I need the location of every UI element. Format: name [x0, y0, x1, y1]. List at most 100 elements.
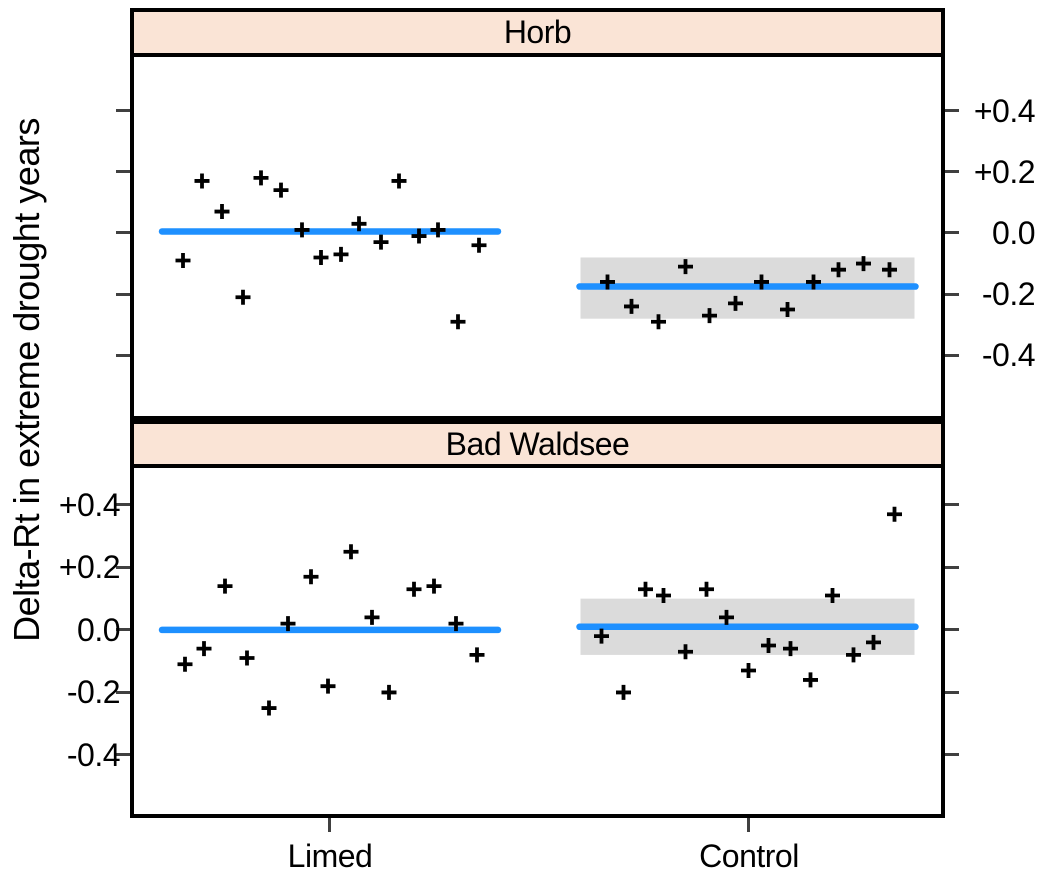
data-point-marker [856, 256, 871, 272]
data-point-marker [831, 262, 846, 278]
data-point-marker [273, 182, 289, 198]
y-tick-label: +0.2 [973, 153, 1036, 190]
y-tick-mark [116, 170, 130, 174]
data-point-marker [196, 641, 212, 657]
data-point-marker [411, 228, 427, 244]
x-tick-mark-control [747, 818, 750, 832]
data-point-marker [866, 634, 881, 650]
panel-bad-waldsee: Bad Waldsee [130, 420, 945, 818]
y-tick-mark [116, 109, 130, 113]
data-points [594, 506, 902, 700]
y-tick-mark [116, 690, 130, 694]
y-tick-mark [945, 109, 959, 113]
data-point-marker [678, 644, 693, 660]
y-tick-mark [116, 503, 130, 507]
data-point-marker [600, 274, 615, 290]
y-tick-mark [945, 503, 959, 507]
data-point-marker [320, 678, 336, 694]
data-point-marker [754, 274, 769, 290]
y-tick-label: -0.4 [981, 337, 1036, 374]
data-point-marker [373, 234, 389, 250]
panel-header-bad-waldsee: Bad Waldsee [134, 424, 941, 468]
data-point-marker [702, 308, 717, 324]
y-tick-mark [945, 690, 959, 694]
y-tick-mark [945, 231, 959, 235]
y-tick-label: -0.4 [66, 736, 121, 773]
data-point-marker [194, 173, 210, 189]
data-point-marker [450, 314, 466, 330]
data-point-marker [783, 641, 798, 657]
data-point-marker [651, 314, 666, 330]
data-point-marker [471, 237, 487, 253]
data-point-marker [594, 628, 609, 644]
data-point-marker [391, 173, 407, 189]
y-tick-mark [116, 628, 130, 632]
x-tick-label-limed: Limed [287, 838, 373, 874]
data-point-marker [678, 259, 693, 275]
data-point-marker [624, 298, 639, 314]
data-point-marker [351, 216, 367, 232]
y-tick-mark [945, 753, 959, 757]
data-points [600, 256, 897, 330]
data-points [175, 170, 487, 330]
x-tick-label-control: Control [699, 838, 799, 874]
data-point-marker [426, 578, 442, 594]
data-point-marker [719, 609, 734, 625]
data-point-marker [882, 262, 897, 278]
data-point-marker [806, 274, 821, 290]
data-point-marker [448, 616, 464, 632]
panel-header-horb: Horb [134, 12, 941, 57]
horb-plot-svg [158, 170, 919, 330]
y-tick-mark [945, 292, 959, 296]
data-point-marker [825, 588, 840, 604]
y-tick-mark [945, 628, 959, 632]
bad-waldsee-plot-svg [158, 506, 919, 716]
y-tick-label: -0.2 [981, 276, 1036, 313]
data-points [177, 544, 485, 716]
x-tick-mark-limed [328, 818, 331, 832]
y-tick-mark [116, 353, 130, 357]
data-point-marker [261, 700, 277, 716]
data-point-marker [780, 301, 795, 317]
data-point-marker [343, 544, 359, 560]
y-tick-mark [116, 292, 130, 296]
data-point-marker [294, 222, 310, 238]
data-point-marker [381, 684, 397, 700]
data-point-marker [217, 578, 233, 594]
data-point-marker [656, 588, 671, 604]
plot-area-horb [134, 57, 941, 416]
data-point-marker [741, 663, 756, 679]
data-point-marker [430, 222, 446, 238]
data-point-marker [616, 684, 631, 700]
panel-horb: Horb [130, 8, 945, 420]
data-point-marker [638, 581, 653, 597]
plot-area-bad-waldsee [134, 468, 941, 814]
y-tick-label: +0.4 [58, 486, 121, 523]
y-tick-mark [116, 231, 130, 235]
data-point-marker [406, 581, 422, 597]
data-point-marker [699, 581, 714, 597]
data-point-marker [803, 672, 818, 688]
y-tick-mark [945, 565, 959, 569]
data-point-marker [846, 647, 861, 663]
data-point-marker [175, 253, 191, 269]
panel-title-horb: Horb [503, 14, 572, 50]
data-point-marker [280, 616, 296, 632]
data-point-marker [177, 656, 193, 672]
y-tick-label: 0.0 [992, 214, 1035, 251]
y-tick-label: +0.4 [973, 92, 1036, 129]
data-point-marker [235, 289, 251, 305]
y-tick-mark [116, 753, 130, 757]
data-point-marker [303, 569, 319, 585]
y-tick-label: +0.2 [58, 549, 121, 586]
y-tick-mark [945, 353, 959, 357]
y-tick-mark [116, 565, 130, 569]
data-point-marker [239, 650, 255, 666]
panel-title-bad-waldsee: Bad Waldsee [445, 425, 630, 462]
data-point-marker [364, 609, 380, 625]
data-point-marker [761, 638, 776, 654]
data-point-marker [253, 170, 269, 186]
data-point-marker [214, 204, 230, 220]
y-tick-label: -0.2 [66, 674, 121, 711]
